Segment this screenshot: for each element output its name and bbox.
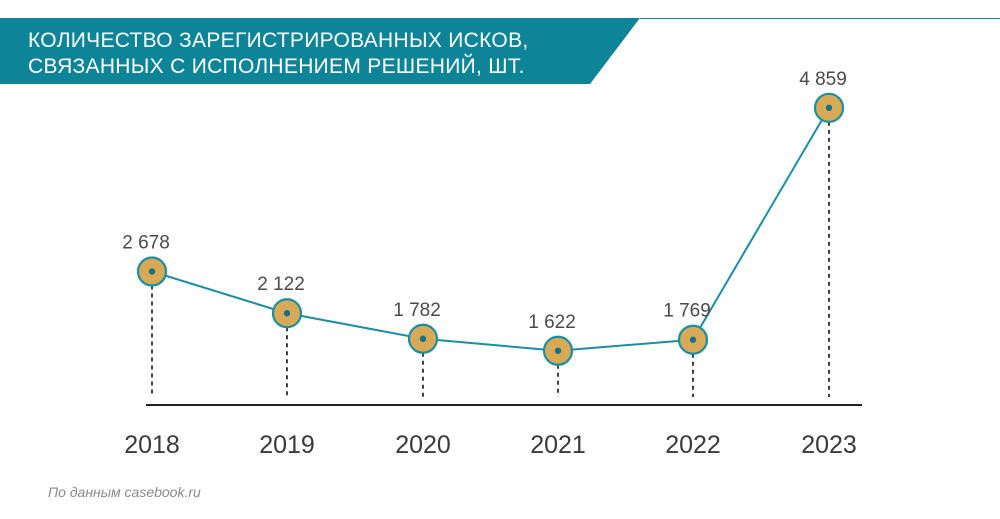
category-label-2019: 2019 <box>259 431 315 459</box>
data-point-center-2019 <box>283 310 291 317</box>
chart-title-line-2: СВЯЗАННЫХ С ИСПОЛНЕНИЕМ РЕШЕНИЙ, ШТ. <box>28 55 525 78</box>
data-point-center-2022 <box>689 336 697 343</box>
value-label-2020: 1 782 <box>393 300 441 321</box>
banner-shape <box>0 18 640 84</box>
category-label-2020: 2020 <box>395 431 451 459</box>
chart-title: КОЛИЧЕСТВО ЗАРЕГИСТРИРОВАННЫХ ИСКОВ, СВЯ… <box>28 28 529 80</box>
value-label-2022: 1 769 <box>663 301 711 322</box>
category-label-2018: 2018 <box>124 431 180 459</box>
value-label-2018: 2 678 <box>122 233 170 254</box>
data-point-center-2021 <box>554 347 562 354</box>
data-point-center-2018 <box>148 268 156 275</box>
value-label-2019: 2 122 <box>257 274 305 295</box>
title-banner <box>0 18 1000 84</box>
data-point-center-2023 <box>825 104 833 112</box>
category-label-2021: 2021 <box>530 431 586 459</box>
data-point-center-2020 <box>419 335 427 342</box>
value-label-2023: 4 859 <box>799 69 847 90</box>
chart-title-line-1: КОЛИЧЕСТВО ЗАРЕГИСТРИРОВАННЫХ ИСКОВ, <box>28 29 529 52</box>
category-label-2022: 2022 <box>665 431 721 459</box>
series-line <box>151 107 830 352</box>
source-note: По данным casebook.ru <box>48 484 201 500</box>
category-label-2023: 2023 <box>801 431 857 459</box>
value-label-2021: 1 622 <box>528 312 576 333</box>
